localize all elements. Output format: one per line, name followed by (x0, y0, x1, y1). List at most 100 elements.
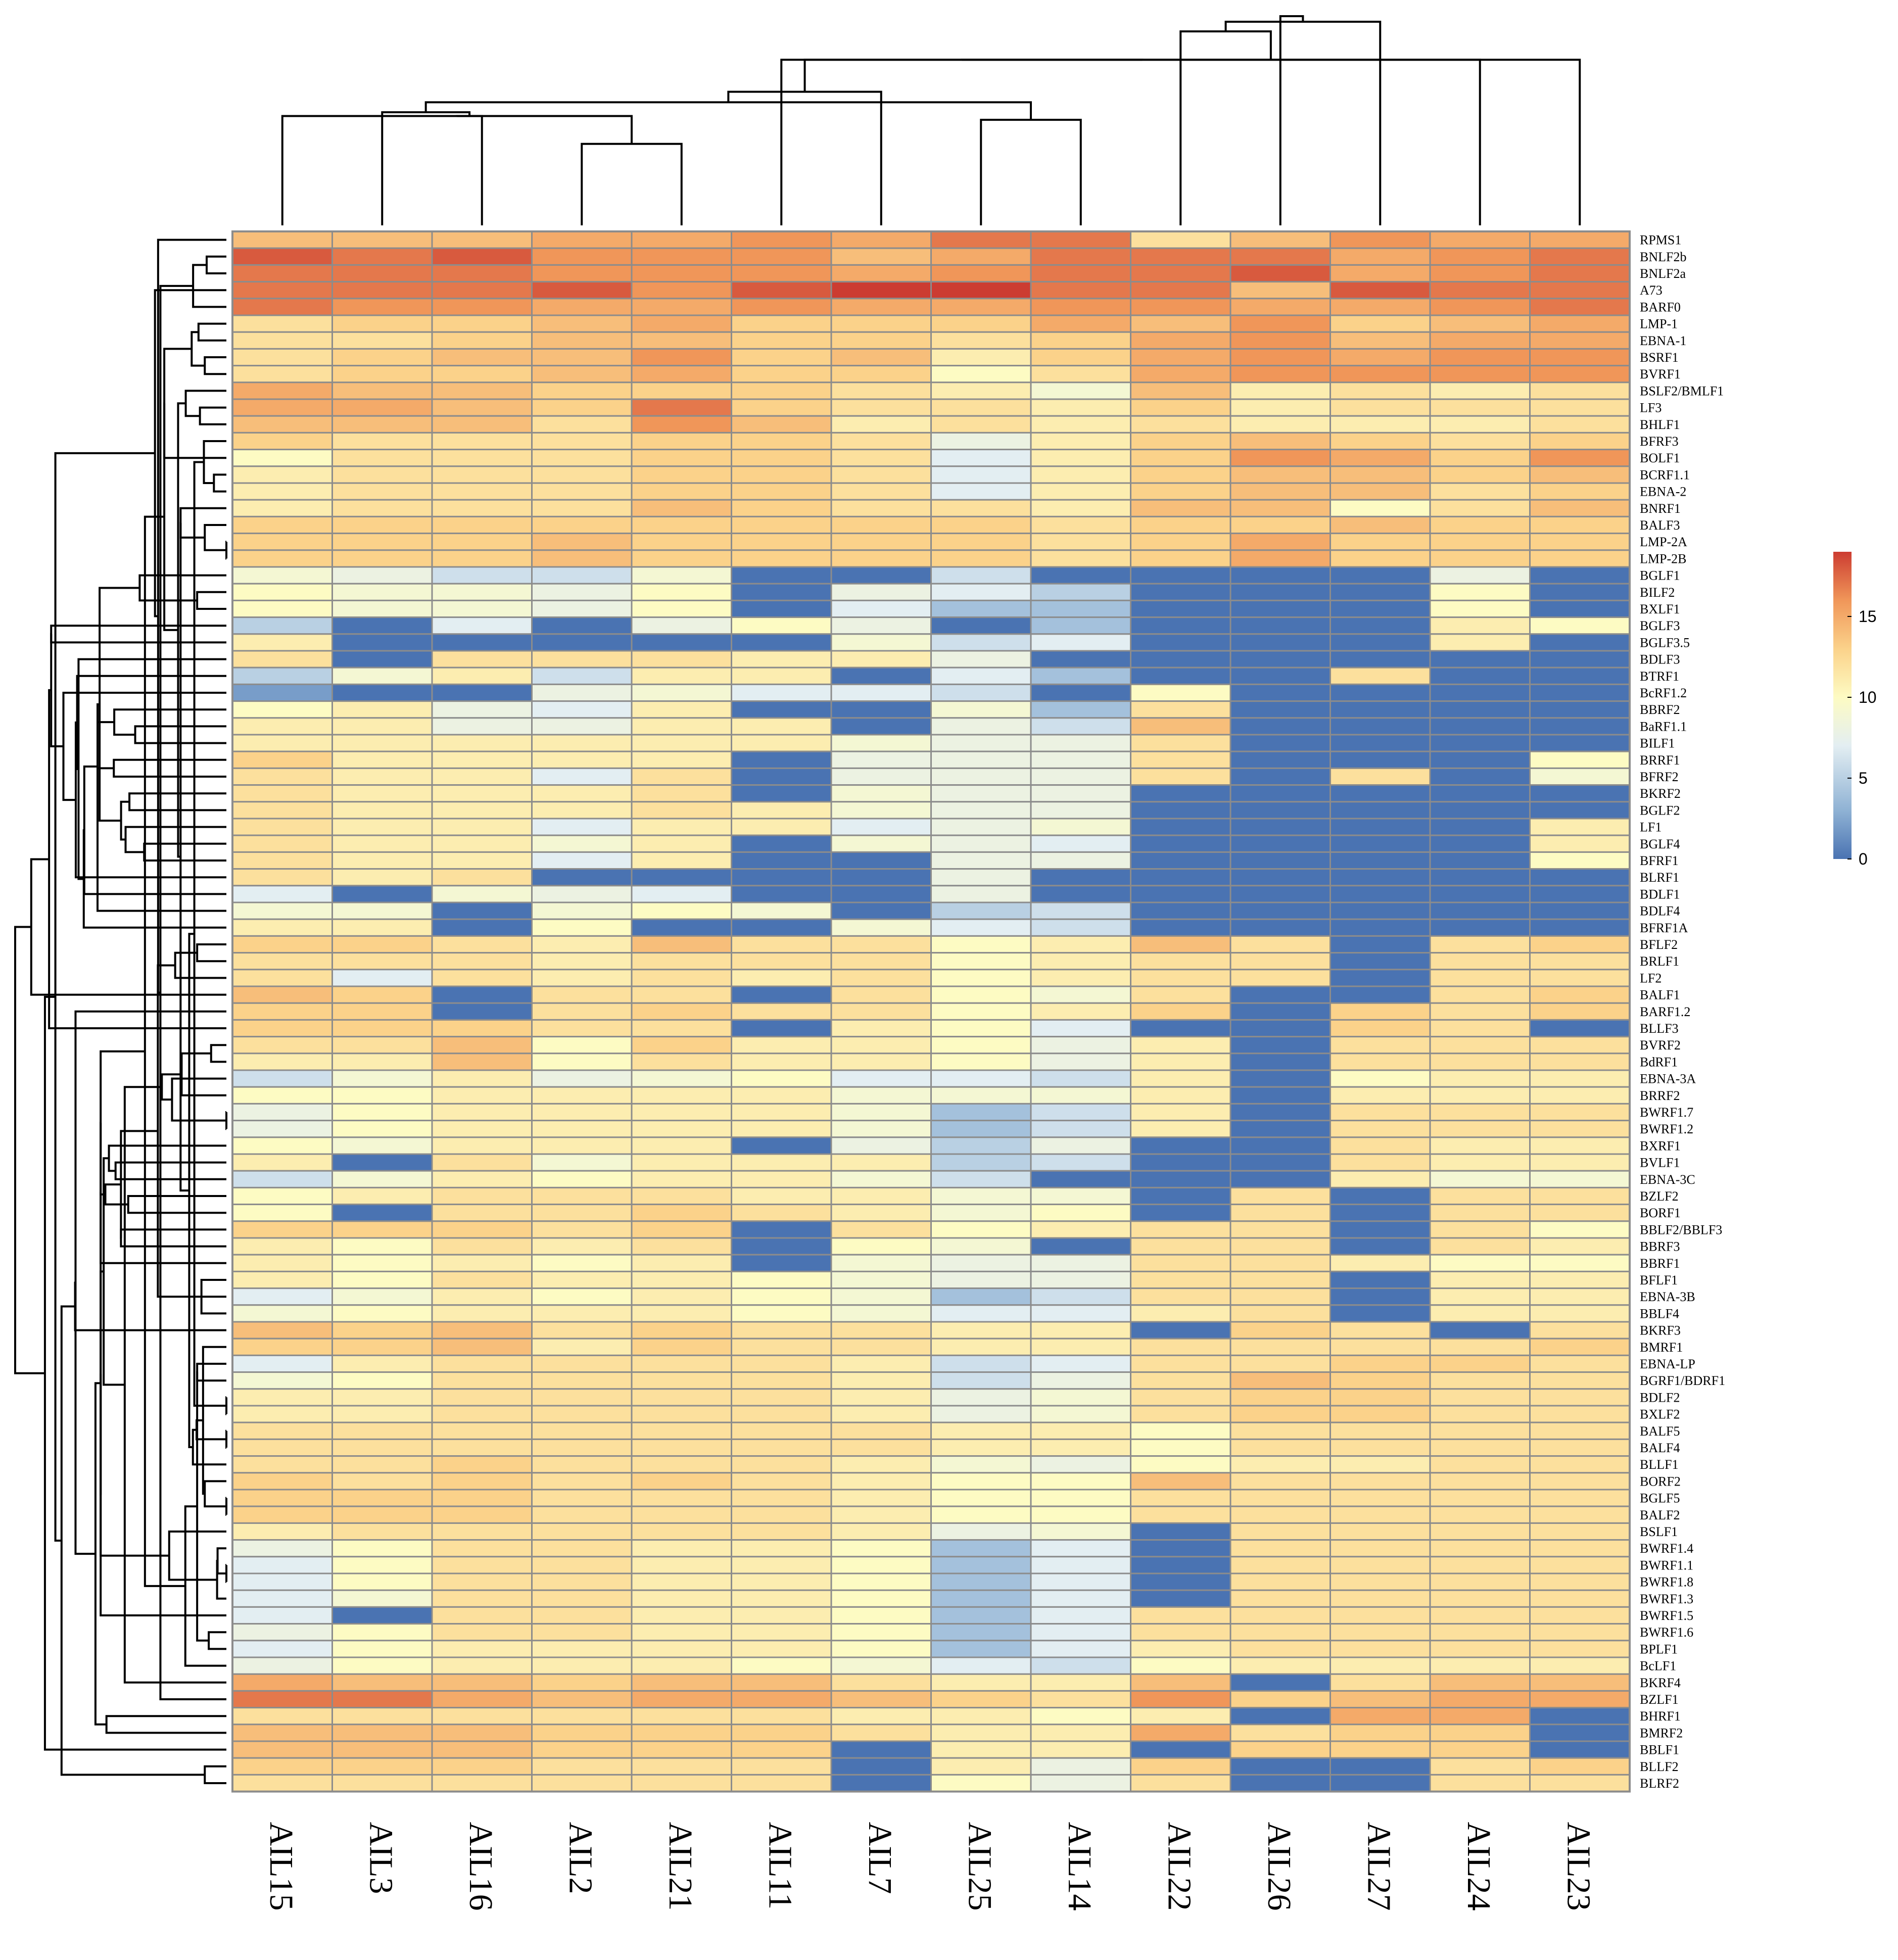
heatmap-cell (631, 398, 732, 417)
heatmap-cell (731, 851, 832, 870)
heatmap-cell (830, 1572, 932, 1591)
heatmap-cell (1529, 1237, 1631, 1256)
heatmap-cell (1229, 750, 1331, 769)
heatmap-cell (930, 935, 1032, 954)
heatmap-cell (1130, 868, 1231, 887)
heatmap-cell (1330, 1036, 1431, 1055)
heatmap-cell (1529, 801, 1631, 820)
heatmap-cell (731, 1707, 832, 1726)
heatmap-cell (1429, 784, 1531, 803)
heatmap-cell (1529, 1136, 1631, 1155)
heatmap-cell (731, 801, 832, 820)
row-label: EBNA-LP (1640, 1357, 1695, 1371)
heatmap-cell (1030, 1673, 1131, 1692)
heatmap-cell (231, 1455, 333, 1474)
heatmap-cell (331, 1002, 433, 1021)
heatmap-cell (1130, 700, 1231, 719)
heatmap-cell (431, 666, 533, 685)
heatmap-cell (731, 1371, 832, 1390)
heatmap-cell (731, 549, 832, 568)
heatmap-cell (1330, 365, 1431, 384)
heatmap-cell (1130, 969, 1231, 987)
heatmap-cell (231, 1086, 333, 1105)
column-label: AIL2 (562, 1822, 599, 1894)
row-label: BALF5 (1640, 1424, 1680, 1439)
heatmap-cell (431, 1321, 533, 1340)
heatmap-cell (1229, 1036, 1331, 1055)
heatmap-cell (331, 1656, 433, 1675)
heatmap-cell (331, 230, 433, 249)
heatmap-cell (1229, 1623, 1331, 1642)
row-dendrogram-link (193, 461, 226, 1407)
row-label: BARF0 (1640, 300, 1681, 314)
heatmap-cell (1429, 1421, 1531, 1440)
heatmap-cell (531, 599, 633, 618)
row-label: BVRF1 (1640, 367, 1681, 381)
heatmap-cell (331, 717, 433, 736)
heatmap-cell (231, 1254, 333, 1272)
heatmap-cell (231, 515, 333, 535)
heatmap-cell (631, 1690, 732, 1709)
heatmap-cell (331, 1371, 433, 1390)
row-label: BWRF1.4 (1640, 1541, 1693, 1556)
heatmap-cell (1330, 533, 1431, 551)
heatmap-cell (231, 1757, 333, 1776)
row-label: BBRF3 (1640, 1239, 1680, 1254)
heatmap-cell (1529, 1472, 1631, 1491)
heatmap-cell (231, 1053, 333, 1071)
heatmap-cell (1529, 1270, 1631, 1289)
heatmap-cell (1130, 465, 1231, 484)
heatmap-cell (1130, 599, 1231, 618)
heatmap-cell (231, 818, 333, 836)
heatmap-cell (231, 1438, 333, 1457)
heatmap-cell (1130, 1539, 1231, 1558)
heatmap-cell (1429, 1522, 1531, 1541)
heatmap-cell (631, 1036, 732, 1055)
heatmap-cell (731, 1103, 832, 1122)
heatmap-cell (631, 1522, 732, 1541)
heatmap-cell (1429, 1489, 1531, 1507)
heatmap-cell (1229, 1539, 1331, 1558)
heatmap-cell (1229, 1707, 1331, 1726)
heatmap-cell (331, 868, 433, 887)
heatmap-cell (1429, 717, 1531, 736)
row-dendrogram-link (196, 1363, 226, 1382)
heatmap-cell (1229, 834, 1331, 853)
heatmap-cell (1130, 1287, 1231, 1306)
heatmap-cell (1529, 1103, 1631, 1122)
heatmap-cell (1429, 1287, 1531, 1306)
heatmap-cell (1529, 1186, 1631, 1206)
heatmap-cell (1330, 1405, 1431, 1423)
heatmap-cell (631, 365, 732, 384)
heatmap-cell (1330, 734, 1431, 752)
row-dendrogram-link (195, 1419, 226, 1441)
row-label: BGLF3 (1640, 618, 1680, 633)
heatmap-cell (930, 1539, 1032, 1558)
heatmap-cell (731, 616, 832, 635)
column-dendrogram (281, 15, 1581, 225)
heatmap-cell (731, 1337, 832, 1356)
heatmap-cell (631, 1086, 732, 1105)
heatmap-cell (1030, 734, 1131, 752)
heatmap-cell (1429, 818, 1531, 836)
row-dendrogram-link (174, 951, 226, 979)
heatmap-cell (431, 750, 533, 769)
heatmap-cell (930, 1086, 1032, 1105)
heatmap-cell (1229, 1405, 1331, 1423)
heatmap-cell (1529, 432, 1631, 451)
heatmap-cell (1529, 717, 1631, 736)
heatmap-cell (830, 1405, 932, 1423)
heatmap-cell (1330, 985, 1431, 1004)
heatmap-cell (1130, 885, 1231, 903)
heatmap-cell (531, 1287, 633, 1306)
heatmap-cell (1330, 1170, 1431, 1188)
heatmap-cell (231, 834, 333, 853)
heatmap-cell (231, 1304, 333, 1323)
heatmap-cell (731, 868, 832, 887)
heatmap-cell (930, 449, 1032, 467)
heatmap-cell (1030, 1086, 1131, 1105)
heatmap-cell (1529, 1724, 1631, 1742)
heatmap-cell (830, 365, 932, 384)
heatmap-cell (231, 784, 333, 803)
heatmap-cell (830, 1421, 932, 1440)
